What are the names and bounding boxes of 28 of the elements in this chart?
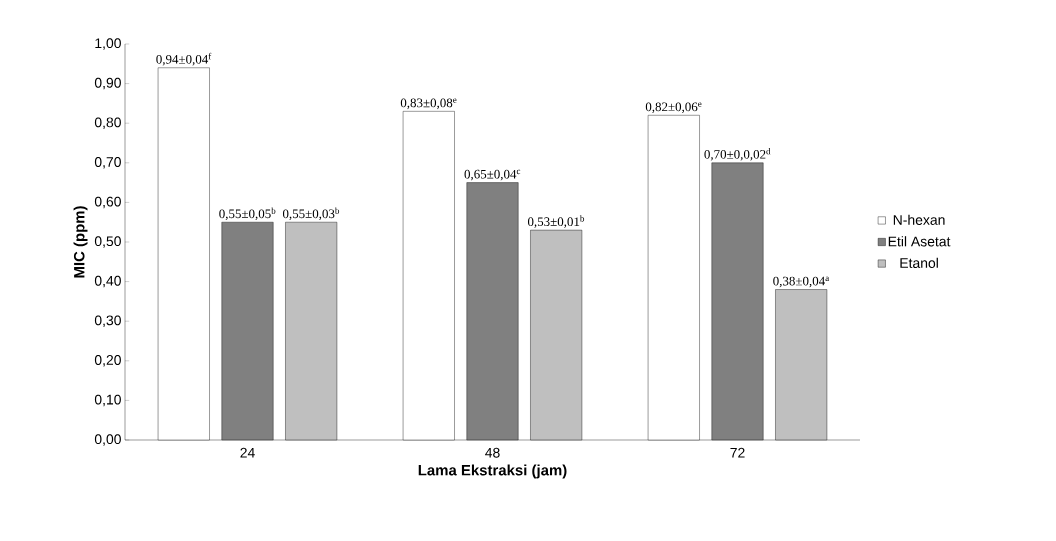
y-tick-label: 0,90 (94, 77, 121, 90)
legend-label: N-hexan (893, 214, 945, 225)
y-tick-label: 0,10 (94, 394, 121, 407)
data-label: 0,83±0,08$^{e}$ (400, 98, 457, 110)
y-tick-label: 0,50 (94, 236, 121, 248)
x-tick-label: 48 (485, 447, 500, 458)
y-axis-title: MIC (ppm) (73, 206, 88, 278)
legend-label: Etanol (900, 257, 938, 269)
data-label: 0,70±0,0,02$^{d}$ (704, 147, 771, 161)
data-label: 0,55±0,03$^{b}$ (282, 207, 340, 221)
y-tick-label: 0,80 (94, 117, 121, 129)
data-label: 0,82±0,06$^{e}$ (645, 102, 702, 114)
data-label: 0,65±0,04$^{c}$ (464, 169, 521, 181)
data-label: 0,38±0,04$^{a}$ (773, 276, 830, 288)
y-tick-label: 0,60 (94, 196, 121, 209)
y-tick-label: 0,20 (94, 355, 121, 367)
data-label: 0,53±0,01$^{b}$ (527, 215, 585, 228)
x-axis-title: Lama Ekstraksi (jam) (418, 464, 567, 479)
legend-label: Etil Asetat (888, 236, 951, 247)
y-tick-label: 0,00 (94, 434, 121, 446)
y-tick-label: 0,40 (94, 275, 121, 288)
y-tick-label: 1,00 (95, 38, 121, 50)
data-label: 0,55±0,05$^{b}$ (219, 207, 276, 221)
y-tick-label: 0,30 (94, 315, 121, 327)
y-tick-label: 0,70 (94, 157, 121, 169)
x-tick-label: 24 (240, 447, 255, 458)
data-label: 0,94±0,04$^{f}$ (156, 52, 212, 66)
x-tick-label: 72 (730, 447, 745, 458)
